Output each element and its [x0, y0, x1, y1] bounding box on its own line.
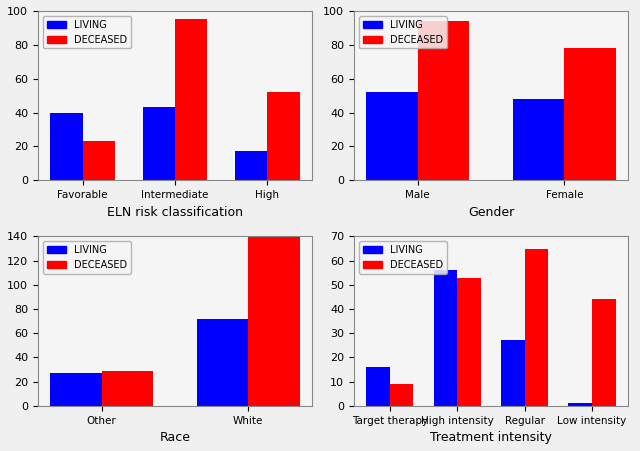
- Bar: [366, 92, 418, 180]
- Bar: [83, 141, 115, 180]
- Bar: [235, 152, 268, 180]
- Legend: LIVING, DECEASED: LIVING, DECEASED: [43, 241, 131, 274]
- Bar: [501, 341, 525, 406]
- X-axis label: Treatment intensity: Treatment intensity: [430, 431, 552, 444]
- Bar: [513, 99, 564, 180]
- Legend: LIVING, DECEASED: LIVING, DECEASED: [358, 241, 447, 274]
- Bar: [592, 299, 616, 406]
- Bar: [366, 367, 390, 406]
- X-axis label: Gender: Gender: [468, 206, 514, 219]
- Bar: [197, 319, 248, 406]
- Bar: [102, 371, 153, 406]
- Legend: LIVING, DECEASED: LIVING, DECEASED: [43, 16, 131, 48]
- Bar: [51, 373, 102, 406]
- Bar: [564, 48, 616, 180]
- Bar: [434, 270, 457, 406]
- Bar: [568, 403, 592, 406]
- Legend: LIVING, DECEASED: LIVING, DECEASED: [358, 16, 447, 48]
- Bar: [248, 234, 300, 406]
- Bar: [457, 277, 481, 406]
- X-axis label: Race: Race: [159, 431, 191, 444]
- Bar: [268, 92, 300, 180]
- X-axis label: ELN risk classification: ELN risk classification: [107, 206, 243, 219]
- Bar: [525, 249, 548, 406]
- Bar: [175, 19, 207, 180]
- Bar: [143, 107, 175, 180]
- Bar: [390, 384, 413, 406]
- Bar: [418, 21, 469, 180]
- Bar: [51, 113, 83, 180]
